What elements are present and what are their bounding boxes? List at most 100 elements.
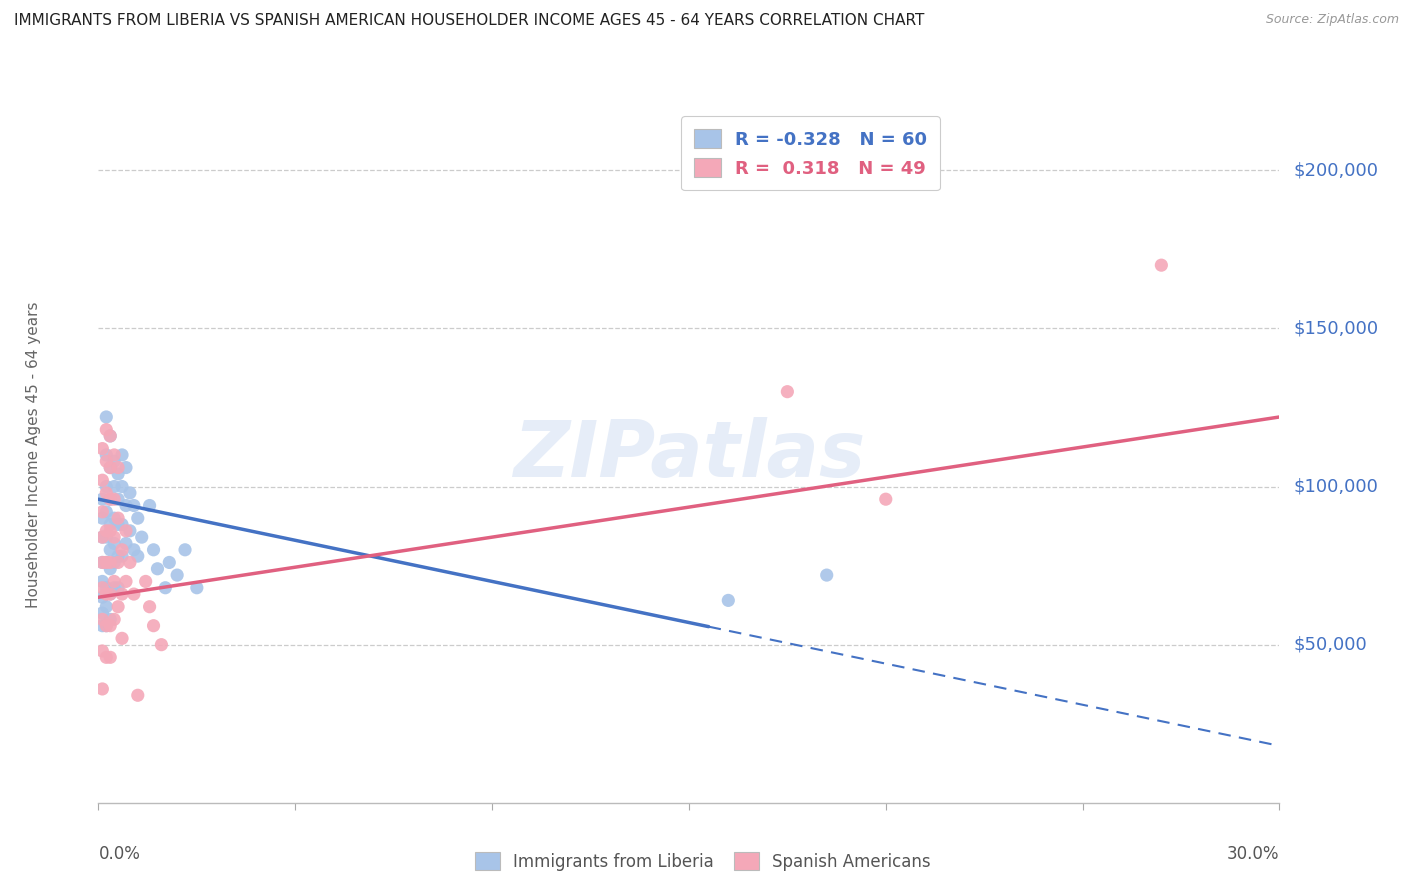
Text: ZIPatlas: ZIPatlas [513, 417, 865, 493]
Point [107, 460, 129, 475]
Point [155, 581, 177, 595]
Point [91, 511, 114, 525]
Point [107, 599, 129, 614]
Point [118, 524, 141, 538]
Point [146, 562, 169, 576]
Point [142, 542, 165, 557]
Point [91, 681, 114, 696]
Point [98, 587, 121, 601]
Point [91, 492, 114, 507]
Point [103, 492, 125, 507]
Point [98, 587, 121, 601]
Text: 0.0%: 0.0% [98, 845, 141, 863]
Point [96, 599, 118, 614]
Point [122, 542, 145, 557]
Point [91, 581, 114, 595]
Point [96, 556, 118, 570]
Point [96, 587, 118, 601]
Point [107, 581, 129, 595]
Point [96, 556, 118, 570]
Point [96, 581, 118, 595]
Text: $200,000: $200,000 [1294, 161, 1378, 179]
Point [98, 460, 121, 475]
Point [98, 524, 121, 538]
Point [111, 448, 134, 462]
Point [91, 556, 114, 570]
Point [91, 442, 114, 456]
Point [107, 517, 129, 532]
Point [91, 612, 114, 626]
Point [96, 524, 118, 538]
Point [115, 524, 138, 538]
Point [91, 505, 114, 519]
Point [98, 460, 121, 475]
Point [111, 517, 134, 532]
Text: $100,000: $100,000 [1294, 477, 1378, 496]
Point [96, 486, 118, 500]
Point [111, 542, 134, 557]
Point [91, 473, 114, 487]
Point [111, 479, 134, 493]
Point [127, 549, 149, 563]
Point [96, 423, 118, 437]
Point [103, 556, 125, 570]
Point [1150, 258, 1173, 272]
Point [103, 530, 125, 544]
Point [111, 549, 134, 563]
Point [98, 517, 121, 532]
Point [91, 606, 114, 620]
Point [107, 549, 129, 563]
Point [98, 542, 121, 557]
Text: IMMIGRANTS FROM LIBERIA VS SPANISH AMERICAN HOUSEHOLDER INCOME AGES 45 - 64 YEAR: IMMIGRANTS FROM LIBERIA VS SPANISH AMERI… [14, 13, 924, 29]
Point [103, 536, 125, 550]
Point [107, 467, 129, 481]
Text: $50,000: $50,000 [1294, 636, 1367, 654]
Point [91, 556, 114, 570]
Point [115, 460, 138, 475]
Point [107, 556, 129, 570]
Text: 30.0%: 30.0% [1227, 845, 1279, 863]
Point [98, 429, 121, 443]
Legend: R = -0.328   N = 60, R =  0.318   N = 49: R = -0.328 N = 60, R = 0.318 N = 49 [681, 116, 939, 190]
Point [122, 587, 145, 601]
Point [815, 568, 838, 582]
Point [98, 492, 121, 507]
Point [96, 618, 118, 632]
Point [142, 618, 165, 632]
Point [717, 593, 740, 607]
Point [103, 479, 125, 493]
Point [91, 644, 114, 658]
Point [91, 530, 114, 544]
Point [96, 650, 118, 665]
Text: $150,000: $150,000 [1294, 319, 1378, 337]
Point [127, 511, 149, 525]
Point [115, 499, 138, 513]
Point [115, 536, 138, 550]
Point [135, 574, 157, 589]
Point [131, 530, 153, 544]
Point [98, 618, 121, 632]
Point [103, 511, 125, 525]
Point [127, 688, 149, 702]
Point [118, 486, 141, 500]
Point [111, 632, 134, 646]
Point [98, 492, 121, 507]
Point [96, 479, 118, 493]
Point [776, 384, 799, 399]
Point [115, 574, 138, 589]
Point [96, 530, 118, 544]
Point [91, 618, 114, 632]
Point [96, 618, 118, 632]
Point [96, 505, 118, 519]
Point [103, 448, 125, 462]
Point [186, 581, 208, 595]
Point [103, 581, 125, 595]
Point [98, 556, 121, 570]
Point [166, 568, 188, 582]
Text: Source: ZipAtlas.com: Source: ZipAtlas.com [1265, 13, 1399, 27]
Point [96, 448, 118, 462]
Point [174, 542, 197, 557]
Point [91, 530, 114, 544]
Point [98, 562, 121, 576]
Point [98, 650, 121, 665]
